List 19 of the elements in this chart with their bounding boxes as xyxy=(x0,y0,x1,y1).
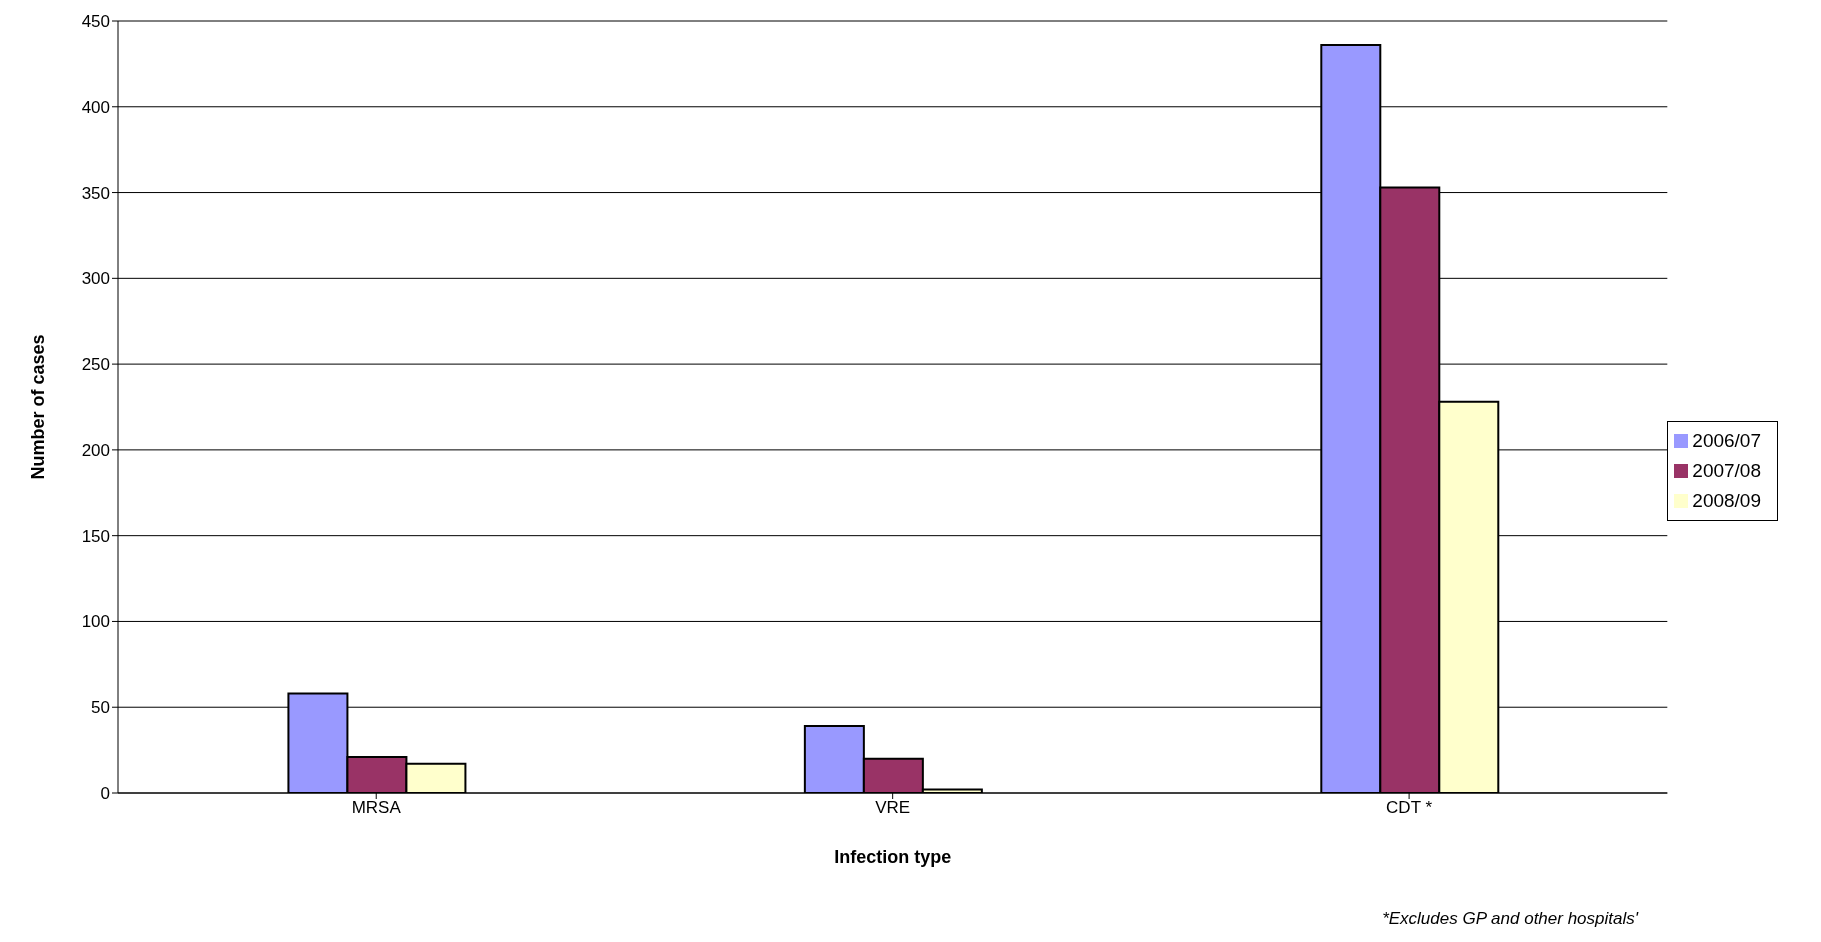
legend-label: 2008/09 xyxy=(1692,489,1761,511)
y-tick-label: 250 xyxy=(81,355,110,375)
y-tick-label: 100 xyxy=(81,612,110,632)
legend-label: 2007/08 xyxy=(1692,459,1761,481)
y-tick-label: 400 xyxy=(81,97,110,117)
y-tick-label: 0 xyxy=(100,784,110,804)
y-tick-label: 200 xyxy=(81,440,110,460)
x-tick-label: MRSA xyxy=(351,798,402,818)
x-tick-label: VRE xyxy=(875,798,911,818)
y-axis-title: Number of cases xyxy=(28,334,49,480)
y-tick-label: 450 xyxy=(81,12,110,32)
x-tick-label: CDT * xyxy=(1386,798,1433,818)
legend-label: 2006/07 xyxy=(1692,429,1761,451)
x-axis-title: Infection type xyxy=(834,847,952,867)
y-tick-label: 350 xyxy=(81,183,110,203)
y-tick-label: 300 xyxy=(81,269,110,289)
y-tick-label: 150 xyxy=(81,526,110,546)
y-tick-label: 50 xyxy=(91,698,110,718)
text: *Excludes GP and other hospitals' xyxy=(1382,909,1638,929)
